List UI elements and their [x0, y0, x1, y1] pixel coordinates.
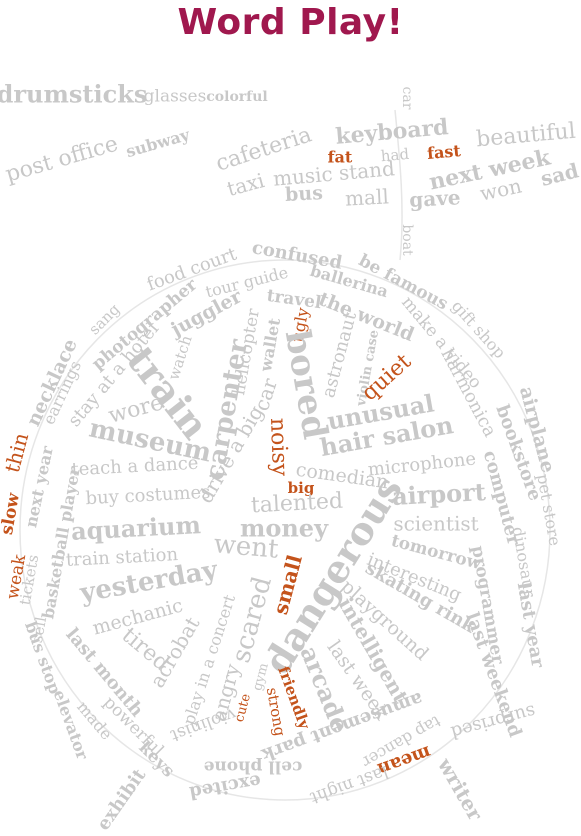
word-gave: gave — [409, 185, 461, 212]
word-car: car — [399, 87, 415, 110]
word-mall: mall — [344, 184, 389, 210]
page-title: Word Play! — [177, 2, 404, 43]
word-boat: boat — [399, 224, 415, 256]
word-talented: talented — [250, 489, 343, 519]
word-bus-stop: bus stop — [21, 619, 65, 697]
word-violinist: violinist — [168, 703, 240, 745]
word-fat: fat — [328, 148, 353, 167]
word-glasses: glasses — [144, 87, 207, 107]
word-last-night: last night — [307, 761, 391, 808]
word-subway: subway — [124, 125, 193, 161]
word-big: big — [288, 479, 315, 497]
word-thin: thin — [0, 430, 33, 475]
word-teach-a-dance: teach a dance — [71, 453, 199, 481]
word-post-office: post office — [3, 132, 121, 188]
word-cell-phone: cell phone — [203, 757, 302, 777]
word-went: went — [212, 529, 280, 565]
word-fast: fast — [426, 141, 462, 163]
word-cute: cute — [232, 692, 254, 724]
word-gym: gym — [250, 662, 272, 693]
word-pet-store: pet store — [533, 472, 564, 547]
word-bus: bus — [284, 182, 323, 206]
word-scientist: scientist — [393, 512, 478, 536]
word-noisy: noisy — [265, 417, 292, 477]
word-sell: sell — [28, 615, 50, 644]
word-airport: airport — [391, 477, 486, 511]
word-beautiful: beautiful — [475, 119, 576, 153]
word-colorful: colorful — [206, 89, 267, 105]
word-aquarium: aquarium — [70, 510, 201, 546]
word-exhibit: exhibit — [93, 765, 151, 835]
word-buy-costumes: buy costumes — [85, 482, 211, 510]
word-surprised: surprised — [449, 700, 538, 743]
apple-outline — [19, 109, 551, 801]
word-drumsticks: drumsticks — [0, 80, 147, 109]
word-money: money — [240, 514, 329, 543]
word-had: had — [380, 145, 410, 165]
word-writer: writer — [432, 753, 487, 825]
